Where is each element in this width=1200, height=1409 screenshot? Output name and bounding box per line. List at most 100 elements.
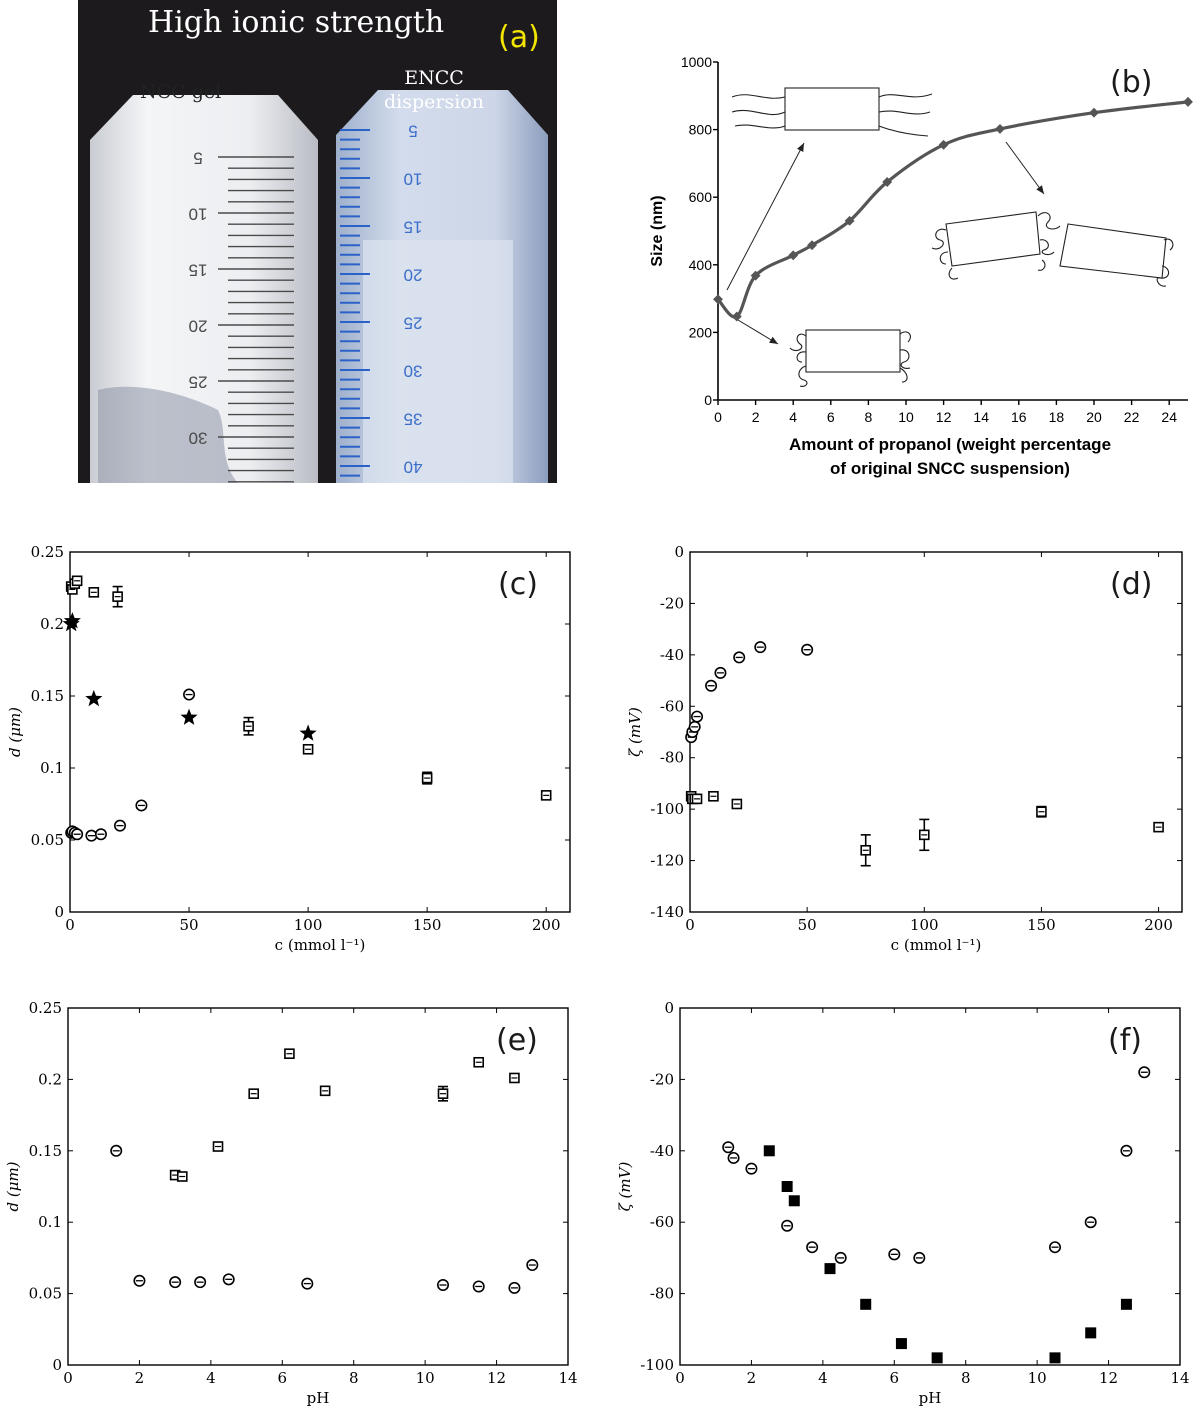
filled-square-point <box>824 1263 836 1275</box>
left-scale-label: 10 <box>189 205 208 224</box>
tube-label-sticker <box>363 240 513 483</box>
filled-square-point <box>1085 1327 1097 1339</box>
y-tick-label: -100 <box>650 800 684 818</box>
size-data-point <box>938 139 949 150</box>
size-data-point <box>844 215 855 226</box>
right-tube-label-line2: dispersion <box>384 91 484 113</box>
x-tick-label: 0 <box>65 916 75 934</box>
y-tick-label: 0.15 <box>31 687 64 705</box>
left-scale-label: 15 <box>189 261 208 280</box>
arrow-to-collapsed-head <box>769 336 778 344</box>
extended-chains-left <box>731 94 786 129</box>
arrow-to-aggregated <box>1005 141 1045 195</box>
plot-frame <box>69 551 571 913</box>
x-tick-label: 18 <box>1049 409 1065 425</box>
x-tick-label: 150 <box>413 916 442 934</box>
y-tick-label: -40 <box>650 1142 674 1160</box>
x-tick-label: 8 <box>349 1369 359 1387</box>
x-tick-label: 0 <box>685 916 695 934</box>
x-tick-label: 6 <box>278 1369 288 1387</box>
y-tick-label: 0 <box>704 392 712 408</box>
panel-letter: (c) <box>498 567 538 602</box>
x-tick-label: 8 <box>961 1369 971 1387</box>
y-tick-label: 0.2 <box>40 615 64 633</box>
size-data-point <box>807 240 817 251</box>
collapsed-chains-right <box>899 331 911 383</box>
x-tick-label: 10 <box>898 409 914 425</box>
panel-b-svg: 0 2 4 6 8 10 12 14 16 18 20 22 2402004006008001000Si… <box>649 54 1193 478</box>
y-axis-title: Size (nm) <box>649 195 666 266</box>
x-tick-label: 100 <box>910 916 939 934</box>
right-tube-scale: 5 10 15 20 25 30 35 40 <box>340 122 423 477</box>
agg-chains-right <box>1156 238 1174 287</box>
size-data-point <box>1183 96 1193 107</box>
x-tick-label: 14 <box>558 1369 577 1387</box>
y-tick-label: 0.2 <box>38 1070 62 1088</box>
panel-c-svg: 0 50 100 150 200 0 0.05 0.1 0.15 0.2 0.25 c (mmol l… <box>6 543 571 954</box>
panel-letter: (f) <box>1108 1023 1142 1058</box>
panel-f-svg: 0 2 4 6 8 10 12 14 0 -20 -40 -60 -80 -100 pH ζ (mV) (f) <box>616 999 1190 1407</box>
star-point <box>85 689 103 707</box>
y-tick-label: 0.25 <box>29 999 62 1017</box>
star-point <box>299 724 317 741</box>
photo-title: High ionic strength <box>148 5 444 40</box>
x-axis-title: c (mmol l⁻¹) <box>891 936 982 954</box>
right-scale-label: 30 <box>404 362 423 381</box>
x-axis-title: c (mmol l⁻¹) <box>275 936 366 954</box>
x-tick-label: 4 <box>818 1369 828 1387</box>
arrow-to-extended-head <box>797 143 804 152</box>
size-data-point <box>1089 107 1099 118</box>
star-point <box>180 708 198 725</box>
x-tick-label: 14 <box>973 409 989 425</box>
x-tick-label: 4 <box>206 1369 216 1387</box>
filled-square-point <box>860 1298 872 1310</box>
panel-c-chart: 0 50 100 150 200 0 0.05 0.1 0.15 0.2 0.25 c (mmol l… <box>0 540 600 960</box>
right-scale-label: 40 <box>404 458 423 477</box>
y-tick-label: 1000 <box>681 54 712 70</box>
x-tick-label: 4 <box>789 409 797 425</box>
y-tick-label: 400 <box>689 257 713 273</box>
x-tick-label: 0 <box>675 1369 685 1387</box>
panel-letter: (e) <box>496 1023 538 1058</box>
x-tick-label: 50 <box>180 916 199 934</box>
x-tick-label: 24 <box>1161 409 1177 425</box>
size-series-line <box>716 100 1189 319</box>
extended-chains-right <box>878 93 933 137</box>
size-data-point <box>713 294 723 305</box>
x-tick-label: 6 <box>890 1369 900 1387</box>
x-tick-label: 2 <box>752 409 760 425</box>
y-tick-label: 0 <box>54 903 64 921</box>
left-scale-label: 5 <box>193 149 202 168</box>
panel-d-chart: 0 50 100 150 200 0 -20 -40 -60 -80 -100 -120 -140 c (… <box>600 540 1200 960</box>
left-scale-label: 30 <box>189 429 208 448</box>
panel-e-chart: 0 2 4 6 8 10 12 14 0 0.05 0.1 0.15 0.2 0.25 pH d (μm) (e… <box>0 995 600 1409</box>
y-tick-label: 600 <box>689 189 713 205</box>
crystal-rect-collapsed <box>805 329 901 373</box>
filled-square-point <box>931 1352 943 1364</box>
star-point <box>63 612 81 629</box>
right-scale-label: 25 <box>404 314 423 333</box>
x-tick-label: 100 <box>294 916 323 934</box>
x-tick-label: 8 <box>865 409 873 425</box>
y-tick-label: 0.05 <box>31 831 64 849</box>
ncc-gel-tube <box>90 95 318 483</box>
x-tick-label: 10 <box>1028 1369 1047 1387</box>
x-tick-label: 14 <box>1170 1369 1189 1387</box>
panel-b-chart: 0 2 4 6 8 10 12 14 16 18 20 22 24 0 200 400 600 800 1000 Si… <box>640 40 1200 490</box>
agg-chains-middle <box>1037 212 1061 271</box>
y-tick-label: 0.05 <box>29 1285 62 1303</box>
x-axis-title-line1: Amount of propanol (weight percentage <box>789 435 1111 454</box>
left-scale-label: 20 <box>189 317 208 336</box>
crystal-rect-agg-1 <box>945 211 1041 267</box>
filled-square-point <box>788 1195 800 1207</box>
x-axis-title: pH <box>919 1389 942 1407</box>
x-tick-label: 200 <box>1144 916 1173 934</box>
y-tick-label: -80 <box>650 1285 674 1303</box>
filled-square-point <box>1120 1298 1132 1310</box>
arrow-to-extended <box>726 142 805 291</box>
y-axis-title: d (μm) <box>4 1161 22 1211</box>
y-tick-label: -100 <box>640 1356 674 1374</box>
x-tick-label: 20 <box>1086 409 1102 425</box>
filled-square-point <box>895 1338 907 1350</box>
size-data-point <box>995 123 1005 134</box>
